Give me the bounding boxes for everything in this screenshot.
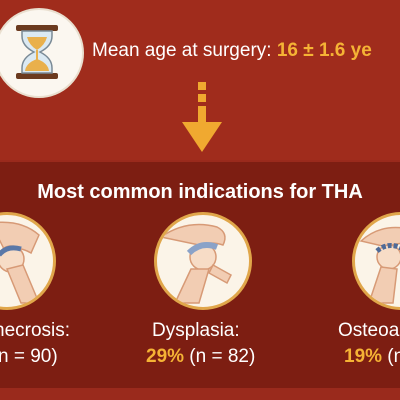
indication-stat: n = 90): [0, 346, 58, 368]
hourglass-icon: [0, 8, 84, 98]
indication-stat: 19% (n: [344, 346, 400, 368]
hip-joint-icon: [154, 212, 252, 310]
indication-count: (n = 82): [184, 346, 256, 367]
indication-count: (n: [387, 346, 400, 367]
bottom-strip: [0, 388, 400, 400]
indication-count: n = 90): [0, 346, 58, 367]
age-label: Mean age at surgery:: [92, 40, 277, 61]
indication-percent: 29%: [146, 346, 185, 367]
indication-stat: 29% (n = 82): [146, 346, 255, 368]
mean-age-text: Mean age at surgery: 16 ± 1.6 ye: [92, 40, 372, 62]
indication-name: Osteoa: [338, 320, 400, 341]
down-arrow-icon: [180, 82, 224, 154]
indication-percent: 19%: [344, 346, 383, 367]
indication-name: Dysplasia:: [152, 320, 240, 341]
age-value: 16 ± 1.6 ye: [276, 40, 372, 61]
panel-title: Most common indications for THA: [37, 181, 363, 203]
indication-name: necrosis:: [0, 320, 71, 341]
